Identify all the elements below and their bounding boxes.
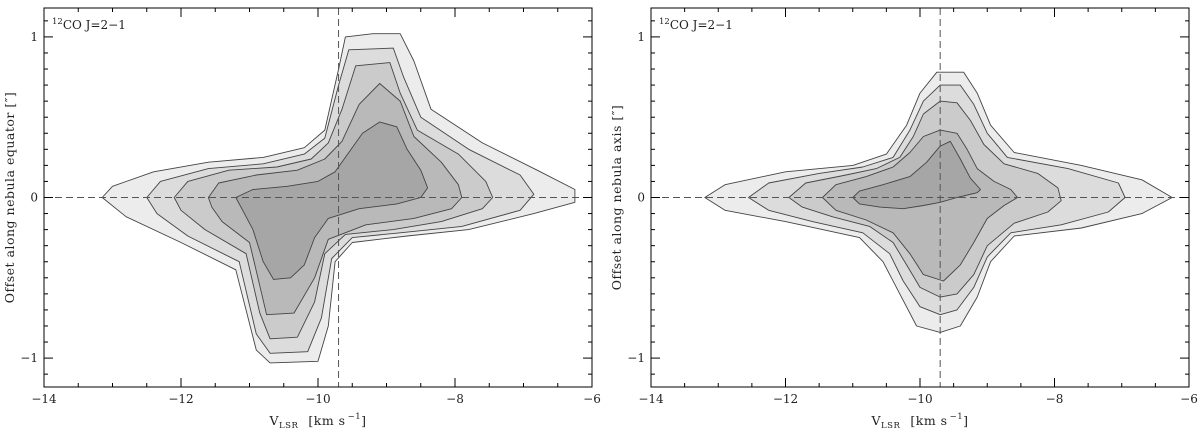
panel-label-isotope: 12 [52, 17, 63, 27]
x-axis-label-sub: LSR [279, 421, 298, 431]
contour-level-5 [852, 140, 981, 210]
x-axis-label: VLSR [km s −1] [870, 412, 968, 431]
x-tick-label: −12 [168, 392, 193, 406]
y-tick-label: 1 [30, 30, 38, 44]
y-axis-label: Offset along nebula axis [″] [609, 105, 624, 291]
x-axis-label-unit: [km s [910, 413, 947, 428]
panel-label: 12CO J=2−1 [659, 17, 733, 32]
x-tick-label: −12 [773, 392, 798, 406]
y-tick-label: 1 [637, 30, 645, 44]
x-tick-label: −8 [1046, 392, 1064, 406]
x-axis-label-exp: −1 [950, 412, 964, 422]
panel-label-isotope: 12 [659, 17, 670, 27]
x-tick-label: −14 [31, 392, 57, 406]
y-tick-label: −1 [627, 351, 645, 365]
x-axis-label-exp: −1 [348, 412, 362, 422]
x-axis-label-close: ] [361, 413, 366, 428]
y-axis-label: Offset along nebula equator [″] [2, 92, 17, 304]
x-tick-label: −6 [583, 392, 601, 406]
x-tick-label: −10 [305, 392, 330, 406]
x-tick-label: −14 [638, 392, 664, 406]
panel-label-text: CO J=2−1 [670, 18, 733, 32]
x-axis-label-sub: LSR [881, 421, 900, 431]
y-tick-label: 0 [30, 191, 38, 205]
panel-label: 12CO J=2−1 [52, 17, 126, 32]
x-axis-label-close: ] [963, 413, 968, 428]
x-tick-label: −6 [1180, 392, 1198, 406]
contour-level-5 [235, 121, 429, 280]
x-tick-label: −8 [446, 392, 464, 406]
x-axis-label-unit: [km s [308, 413, 345, 428]
x-axis-label: VLSR [km s −1] [268, 412, 366, 431]
panel-label-text: CO J=2−1 [63, 18, 126, 32]
y-tick-label: −1 [20, 351, 38, 365]
y-tick-label: 0 [637, 191, 645, 205]
x-axis-label-main: V [870, 413, 881, 428]
x-tick-label: −10 [907, 392, 932, 406]
contour-group [704, 71, 1173, 333]
x-axis-label-main: V [268, 413, 279, 428]
